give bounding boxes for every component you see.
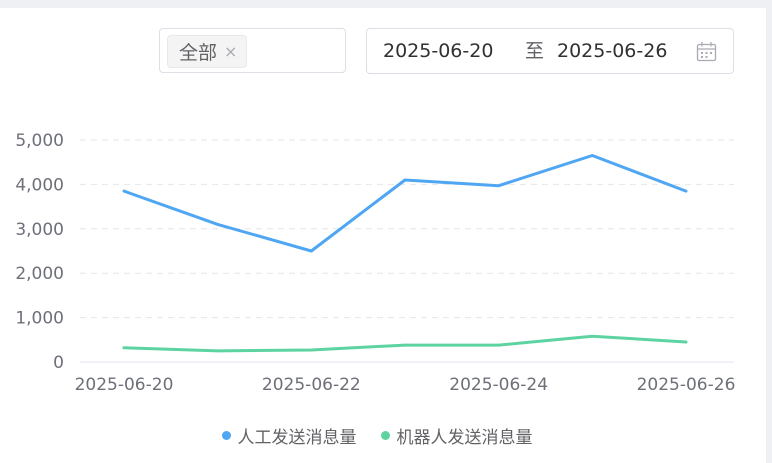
legend-item-series-2[interactable]: 机器人发送消息量 — [380, 423, 533, 448]
legend-label-series-1: 人工发送消息量 — [237, 427, 357, 448]
chart-legend: 人工发送消息量 机器人发送消息量 — [0, 423, 754, 448]
calendar-icon[interactable] — [696, 41, 717, 62]
legend-dot-series-1 — [221, 430, 231, 440]
x-tick-label: 2025-06-24 — [449, 375, 548, 395]
date-range-separator: 至 — [525, 40, 545, 62]
legend-label-series-2: 机器人发送消息量 — [396, 427, 533, 448]
x-tick-label: 2025-06-22 — [262, 375, 361, 395]
date-range-end[interactable]: 2025-06-26 — [557, 40, 668, 62]
y-tick-label: 5,000 — [15, 131, 64, 151]
legend-item-series-1[interactable]: 人工发送消息量 — [221, 423, 357, 448]
x-tick-label: 2025-06-26 — [637, 375, 736, 395]
y-tick-label: 0 — [53, 353, 64, 373]
top-background-band — [0, 0, 766, 8]
series-line-2 — [122, 334, 688, 353]
right-background-band — [766, 0, 772, 463]
y-tick-label: 2,000 — [15, 264, 64, 284]
series-line-1 — [122, 154, 688, 253]
message-volume-line-chart: 0 1,000 2,000 3,000 4,000 5,000 2025-06-20 2025… — [15, 131, 736, 395]
x-tick-label: 2025-06-20 — [75, 375, 174, 395]
channel-select[interactable]: 全部 × — [159, 28, 346, 73]
date-range-start[interactable]: 2025-06-20 — [383, 40, 494, 62]
y-tick-label: 3,000 — [15, 220, 64, 240]
y-tick-label: 1,000 — [15, 309, 64, 329]
legend-dot-series-2 — [380, 430, 390, 440]
selected-tag-label: 全部 — [179, 42, 218, 64]
date-range-picker[interactable]: 2025-06-20 至 2025-06-26 — [366, 28, 734, 74]
y-tick-label: 4,000 — [15, 175, 64, 195]
tag-close-icon[interactable]: × — [224, 41, 238, 61]
selected-tag: 全部 × — [167, 35, 248, 68]
